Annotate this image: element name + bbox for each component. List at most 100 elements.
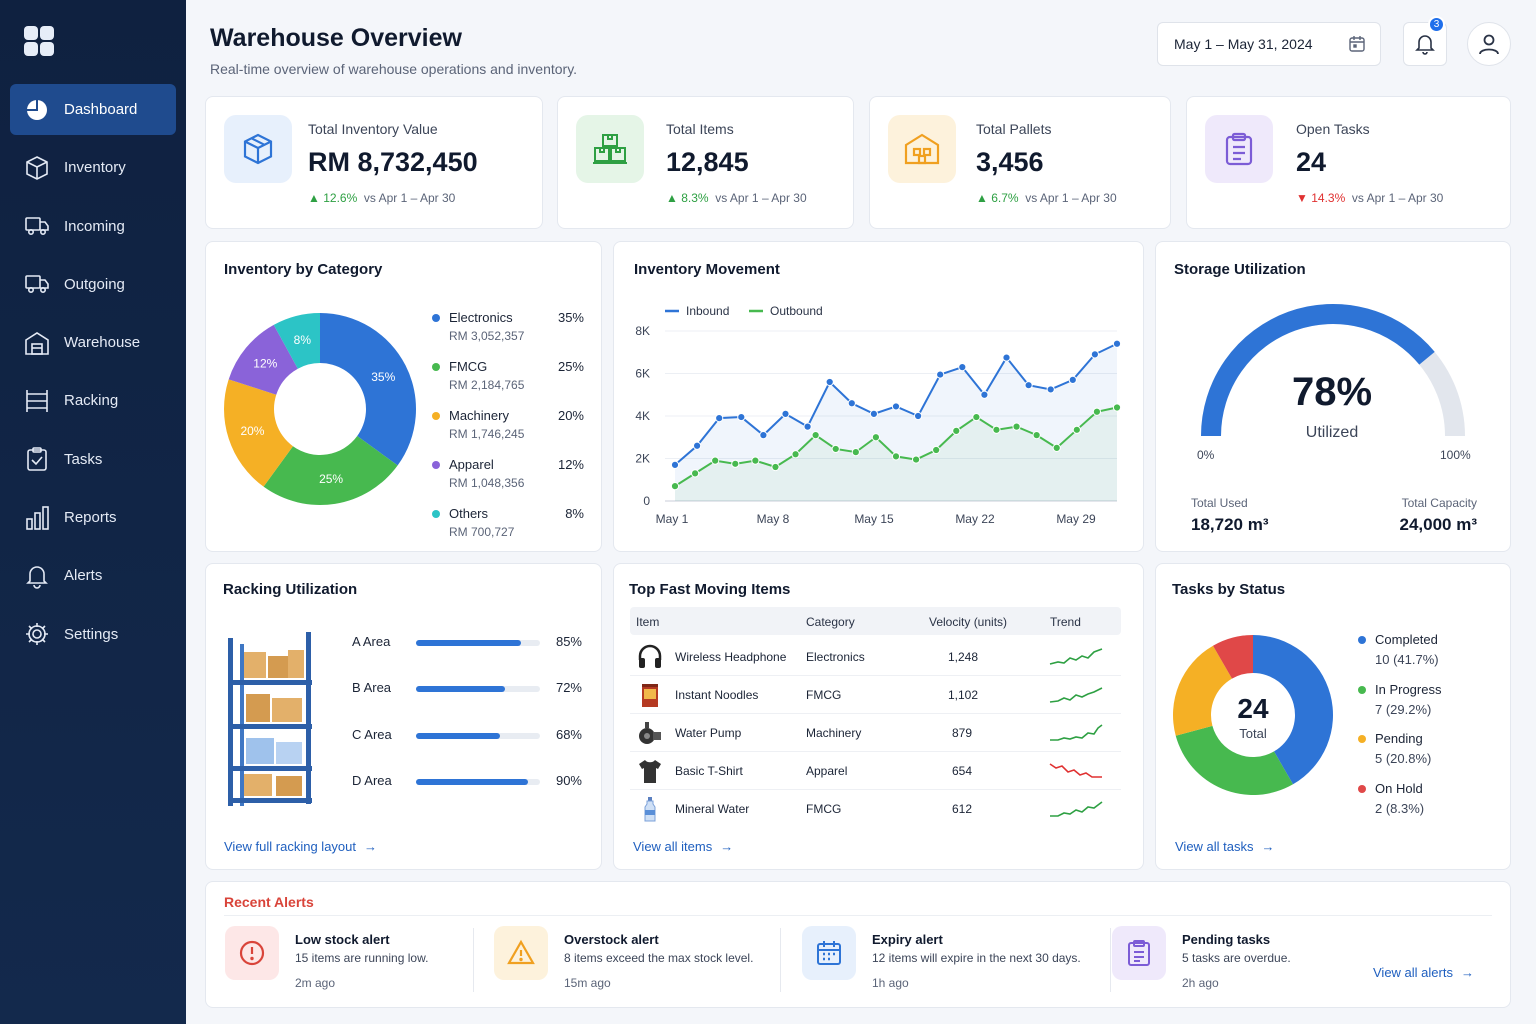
donut-segment[interactable]	[1175, 725, 1293, 795]
sidebar-item-label: Dashboard	[64, 101, 138, 118]
data-point[interactable]	[980, 390, 989, 399]
data-point[interactable]	[1032, 431, 1041, 440]
data-point[interactable]	[690, 469, 700, 478]
donut-segment[interactable]	[1173, 645, 1232, 736]
data-point[interactable]	[670, 460, 680, 469]
data-point[interactable]	[715, 414, 724, 423]
kpi-card-total-pallets[interactable]: Total Pallets 3,456 ▲ 6.7% vs Apr 1 – Ap…	[869, 96, 1171, 229]
data-point[interactable]	[1024, 381, 1033, 390]
data-point[interactable]	[781, 409, 790, 418]
view-all-tasks-link[interactable]: View all tasks →	[1175, 839, 1275, 854]
donut-segment[interactable]	[320, 313, 416, 466]
data-point[interactable]	[759, 431, 768, 440]
table-row[interactable]: Wireless Headphone Electronics 1,248	[630, 638, 1121, 676]
kpi-card-inventory-value[interactable]: Total Inventory Value RM 8,732,450 ▲ 12.…	[205, 96, 543, 229]
sidebar-item-incoming[interactable]: Incoming	[10, 201, 176, 252]
donut-segment[interactable]	[263, 436, 398, 505]
sidebar-item-dashboard[interactable]: Dashboard	[10, 84, 176, 135]
legend-item: In Progress 7 (29.2%)	[1358, 682, 1498, 732]
sidebar-item-warehouse[interactable]: Warehouse	[10, 317, 176, 368]
card-title: Inventory by Category	[224, 261, 383, 278]
sidebar-item-racking[interactable]: Racking	[10, 375, 176, 426]
data-point[interactable]	[952, 426, 961, 435]
data-point[interactable]	[1090, 350, 1099, 359]
sidebar-item-settings[interactable]: Settings	[10, 609, 176, 660]
data-point[interactable]	[811, 431, 820, 440]
data-point[interactable]	[751, 456, 760, 465]
card-title: Tasks by Status	[1172, 581, 1286, 598]
data-point[interactable]	[891, 402, 901, 411]
tasks-legend: Completed 10 (41.7%) In Progress 7 (29.2%)…	[1358, 632, 1498, 830]
data-point[interactable]	[711, 456, 720, 465]
data-point[interactable]	[737, 412, 746, 422]
data-point[interactable]	[1052, 443, 1061, 452]
table-row[interactable]: Basic T-Shirt Apparel 654	[630, 752, 1121, 790]
data-point[interactable]	[825, 377, 834, 387]
data-point[interactable]	[936, 370, 945, 379]
data-point[interactable]	[932, 445, 941, 455]
data-point[interactable]	[1068, 375, 1077, 384]
data-point[interactable]	[851, 448, 860, 457]
legend-item: Completed 10 (41.7%)	[1358, 632, 1498, 682]
view-all-items-link[interactable]: View all items →	[633, 839, 734, 854]
data-point[interactable]	[972, 412, 981, 422]
data-point[interactable]	[791, 450, 800, 459]
app-logo-icon[interactable]	[24, 26, 56, 58]
donut-segment[interactable]	[273, 313, 320, 369]
gauge-min-label: 0%	[1197, 448, 1215, 462]
date-range-picker[interactable]: May 1 – May 31, 2024	[1157, 22, 1381, 66]
alert-item-pending-tasks[interactable]: Pending tasks 5 tasks are overdue. 2h ag…	[1112, 926, 1342, 996]
data-point[interactable]	[670, 482, 680, 491]
sidebar-item-reports[interactable]: Reports	[10, 492, 176, 543]
data-point[interactable]	[1112, 339, 1122, 348]
data-point[interactable]	[1112, 403, 1122, 412]
table-row[interactable]: Instant Noodles FMCG 1,102	[630, 676, 1121, 714]
sidebar-item-tasks[interactable]: Tasks	[10, 434, 176, 485]
data-point[interactable]	[869, 409, 878, 418]
donut-segment[interactable]	[224, 379, 293, 487]
recent-alerts-card	[205, 881, 1511, 1008]
donut-segment[interactable]	[1253, 635, 1333, 785]
arrow-right-icon: →	[1261, 839, 1275, 854]
data-point[interactable]	[1092, 407, 1102, 416]
data-point[interactable]	[771, 462, 780, 472]
data-point[interactable]	[958, 363, 967, 372]
kpi-label: Total Pallets	[976, 121, 1052, 137]
pie-chart-icon	[27, 99, 47, 120]
data-point[interactable]	[1002, 353, 1011, 362]
sidebar-item-label: Inventory	[64, 159, 126, 177]
data-point[interactable]	[891, 452, 901, 461]
data-point[interactable]	[731, 459, 740, 468]
data-point[interactable]	[847, 399, 856, 408]
data-point[interactable]	[914, 411, 923, 421]
kpi-card-total-items[interactable]: Total Items 12,845 ▲ 8.3% vs Apr 1 – Apr…	[557, 96, 854, 229]
data-point[interactable]	[992, 425, 1001, 434]
view-racking-layout-link[interactable]: View full racking layout →	[224, 839, 377, 854]
alert-item-expiry[interactable]: Expiry alert 12 items will expire in the…	[802, 926, 1092, 996]
table-row[interactable]: Water Pump Machinery 879	[630, 714, 1121, 752]
sidebar-item-alerts[interactable]: Alerts	[10, 550, 176, 601]
data-point[interactable]	[1012, 422, 1021, 431]
data-point[interactable]	[693, 441, 702, 450]
sidebar-item-outgoing[interactable]: Outgoing	[10, 259, 176, 310]
donut-segment[interactable]	[1213, 635, 1253, 679]
legend-item: On Hold 2 (8.3%)	[1358, 781, 1498, 831]
data-point[interactable]	[803, 422, 812, 431]
data-point[interactable]	[1046, 385, 1055, 394]
alert-item-overstock[interactable]: Overstock alert 8 items exceed the max s…	[494, 926, 764, 996]
tasks-total-label: Total	[1239, 726, 1267, 741]
kpi-card-open-tasks[interactable]: Open Tasks 24 ▼ 14.3% vs Apr 1 – Apr 30	[1186, 96, 1511, 229]
gauge-fill	[1201, 304, 1435, 437]
view-all-alerts-link[interactable]: View all alerts →	[1373, 965, 1474, 980]
data-point[interactable]	[871, 433, 881, 442]
data-point[interactable]	[831, 444, 840, 454]
data-point[interactable]	[1072, 425, 1081, 434]
table-row[interactable]: Mineral Water FMCG 612	[630, 790, 1121, 828]
donut-segment[interactable]	[228, 324, 298, 395]
inventory-movement-line-chart: 0 2K 4K 6K 8K May 1 May 8 May 15 May 22 May 29 Inb…	[635, 304, 1122, 526]
data-point[interactable]	[911, 455, 921, 464]
tasks-total: 24	[1237, 693, 1269, 724]
user-avatar-button[interactable]	[1467, 22, 1511, 66]
sidebar-item-inventory[interactable]: Inventory	[10, 142, 176, 193]
alert-item-low-stock[interactable]: Low stock alert 15 items are running low…	[225, 926, 465, 996]
